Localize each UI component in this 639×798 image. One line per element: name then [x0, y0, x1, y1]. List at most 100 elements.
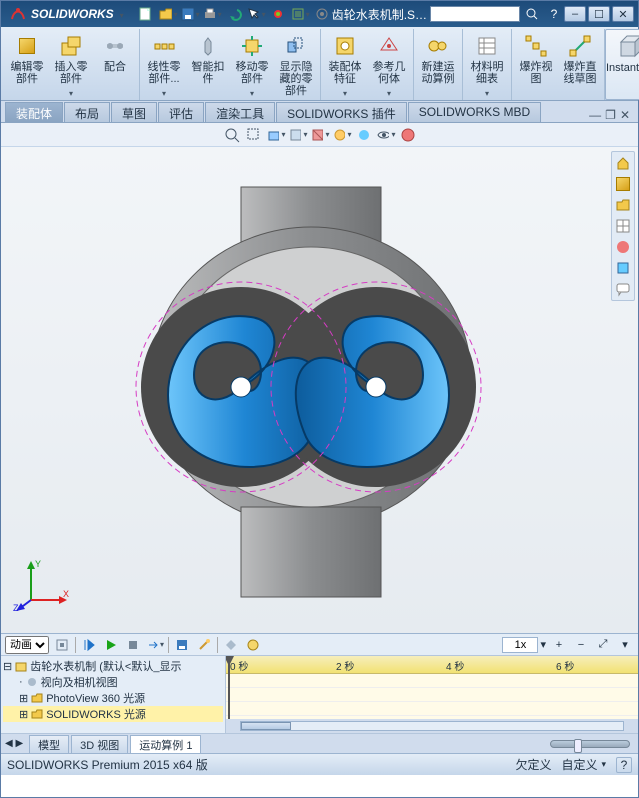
motion-type-select[interactable]: 动画 [5, 636, 49, 654]
tab-render[interactable]: 渲染工具 [205, 102, 275, 122]
zoom-timeline-out-icon[interactable]: − [572, 636, 590, 654]
mdi-window-controls: — ❐ ✕ [581, 108, 638, 122]
title-bar: SOLIDWORKS 齿轮水表机制.SL... ? – ☐ ✕ [1, 1, 638, 27]
ribbon-new-motion[interactable]: 新建运 动算例 [416, 29, 460, 100]
mdi-minimize[interactable]: — [589, 108, 601, 122]
section-view-icon[interactable] [310, 125, 330, 145]
tab-addins[interactable]: SOLIDWORKS 插件 [276, 102, 407, 122]
motor-icon[interactable] [244, 636, 262, 654]
view-toolbar [1, 123, 638, 147]
ribbon-refgeom[interactable]: 参考几 何体▾ [367, 29, 411, 100]
ribbon-smart-fastener[interactable]: 智能扣 件 [186, 29, 230, 100]
task-pane [611, 151, 635, 301]
tab-layout[interactable]: 布局 [64, 102, 110, 122]
options-icon[interactable] [290, 4, 310, 24]
zoom-timeline-fit-icon[interactable]: ⤢ [594, 636, 612, 654]
ribbon-insert-part[interactable]: 插入零 部件▾ [49, 29, 93, 100]
taskpane-viewpalette-icon[interactable] [613, 216, 633, 236]
taskpane-forum-icon[interactable] [613, 279, 633, 299]
play-start-icon[interactable] [80, 636, 98, 654]
bottom-tab-motionstudy1[interactable]: 运动算例 1 [130, 735, 201, 753]
app-menu-dropdown[interactable] [118, 7, 124, 21]
close-button[interactable]: ✕ [612, 6, 634, 22]
status-bar: SOLIDWORKS Premium 2015 x64 版 欠定义 自定义▾ ? [1, 753, 638, 775]
ribbon: 编辑零 部件 插入零 部件▾ 配合 线性零 部件...▾ 智能扣 件 移动零 部… [1, 27, 638, 101]
ribbon-asm-feature[interactable]: 装配体 特征▾ [323, 29, 367, 100]
tree-pv360[interactable]: ⊞PhotoView 360 光源 [3, 690, 223, 706]
tab-evaluate[interactable]: 评估 [158, 102, 204, 122]
stop-icon[interactable] [124, 636, 142, 654]
status-definition: 欠定义 [515, 756, 551, 773]
taskpane-fileexp-icon[interactable] [613, 195, 633, 215]
mdi-restore[interactable]: ❐ [605, 108, 616, 122]
status-help-icon[interactable]: ? [616, 757, 632, 773]
print-icon[interactable] [202, 4, 222, 24]
bottom-tab-3dview[interactable]: 3D 视图 [71, 735, 128, 753]
document-title: 齿轮水表机制.SL... [332, 6, 430, 23]
bottom-tab-model[interactable]: 模型 [29, 735, 69, 753]
zoom-fit-icon[interactable] [222, 125, 242, 145]
status-custom[interactable]: 自定义▾ [561, 756, 606, 773]
motion-toolbar: 动画 ▾ + − ⤢ ▾ [1, 634, 638, 656]
ribbon-bom[interactable]: 材料明 细表▾ [465, 29, 509, 100]
ribbon-explode[interactable]: 爆炸视 图 [514, 29, 558, 100]
timeline-scrollbar[interactable] [240, 721, 624, 731]
taskpane-library-icon[interactable] [613, 174, 633, 194]
display-style-icon[interactable] [288, 125, 308, 145]
play-icon[interactable] [102, 636, 120, 654]
tab-sketch[interactable]: 草图 [111, 102, 157, 122]
tab-assembly[interactable]: 装配体 [5, 102, 63, 122]
mdi-close[interactable]: ✕ [620, 108, 630, 122]
taskpane-custom-icon[interactable] [613, 258, 633, 278]
scene-icon[interactable] [332, 125, 352, 145]
tree-sw-lights[interactable]: ⊞SOLIDWORKS 光源 [3, 706, 223, 722]
collapse-panel-icon[interactable]: ▾ [616, 636, 634, 654]
save-icon[interactable] [180, 4, 200, 24]
view-orientation-icon[interactable] [266, 125, 286, 145]
open-icon[interactable] [158, 4, 178, 24]
appearance-icon[interactable] [398, 125, 418, 145]
rebuild-icon[interactable] [268, 4, 288, 24]
minimize-button[interactable]: – [564, 6, 586, 22]
svg-text:X: X [63, 589, 69, 599]
calculate-icon[interactable] [53, 636, 71, 654]
app-logo: SOLIDWORKS [5, 5, 128, 23]
svg-text:Y: Y [35, 559, 41, 569]
motion-timeline[interactable]: 0 秒 2 秒 4 秒 6 秒 [226, 656, 638, 733]
tab-mbd[interactable]: SOLIDWORKS MBD [408, 102, 541, 122]
new-icon[interactable] [136, 4, 156, 24]
ribbon-linear-pattern[interactable]: 线性零 部件...▾ [142, 29, 186, 100]
timeline-zoom-slider[interactable] [550, 740, 630, 748]
quick-access-toolbar [136, 4, 332, 24]
playback-mode-icon[interactable] [146, 636, 164, 654]
zoom-timeline-in-icon[interactable]: + [550, 636, 568, 654]
anim-wizard-icon[interactable] [195, 636, 213, 654]
ribbon-explode-line[interactable]: 爆炸直 线草图 [558, 29, 602, 100]
taskpane-appearance-icon[interactable] [613, 237, 633, 257]
help-icon[interactable]: ? [544, 4, 564, 24]
ribbon-mate[interactable]: 配合 [93, 29, 137, 100]
settings-icon[interactable] [312, 4, 332, 24]
app-brand: SOLIDWORKS [31, 7, 114, 21]
graphics-viewport[interactable]: Y X Z [1, 147, 638, 633]
select-icon[interactable] [246, 4, 266, 24]
render-icon[interactable] [354, 125, 374, 145]
undo-icon[interactable] [224, 4, 244, 24]
model-render [1, 147, 611, 633]
search-input[interactable] [430, 6, 520, 22]
ribbon-move-part[interactable]: 移动零 部件▾ [230, 29, 274, 100]
tree-root[interactable]: ⊟齿轮水表机制 (默认<默认_显示 [3, 658, 223, 674]
zoom-area-icon[interactable] [244, 125, 264, 145]
tree-camera[interactable]: ·视向及相机视图 [3, 674, 223, 690]
save-anim-icon[interactable] [173, 636, 191, 654]
maximize-button[interactable]: ☐ [588, 6, 610, 22]
search-icon[interactable] [522, 4, 542, 24]
key-icon[interactable] [222, 636, 240, 654]
taskpane-home-icon[interactable] [613, 153, 633, 173]
playback-speed[interactable]: ▾ [502, 637, 546, 653]
timeline-ruler[interactable]: 0 秒 2 秒 4 秒 6 秒 [226, 656, 638, 674]
ribbon-show-hidden[interactable]: 显示隐 藏的零 部件 [274, 29, 318, 100]
hide-show-icon[interactable] [376, 125, 396, 145]
ribbon-instant3d[interactable]: Instant3D [605, 29, 639, 100]
ribbon-edit-part[interactable]: 编辑零 部件 [5, 29, 49, 100]
